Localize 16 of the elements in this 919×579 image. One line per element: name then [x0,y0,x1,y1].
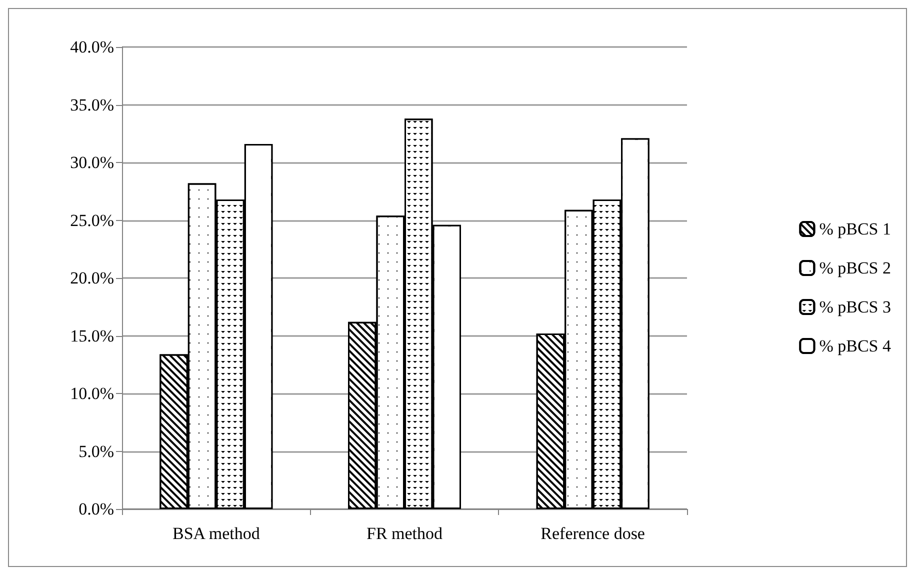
x-tick-label: FR method [366,524,444,543]
y-tick-label: 25.0% [70,210,114,230]
legend-label: % pBCS 1 [819,220,892,238]
legend-label: % pBCS 2 [819,258,892,278]
y-tick-label: 30.0% [70,153,114,172]
legend-label: % pBCS 4 [819,336,892,356]
legend-label: % pBCS 3 [819,298,892,316]
x-tick-label: Reference dose [540,524,645,543]
y-tick-label: 35.0% [70,95,114,114]
y-tick-label: 40.0% [70,38,114,56]
x-tick-label: BSA method [172,524,260,543]
y-tick-label: 0.0% [78,500,114,518]
y-tick-label: 10.0% [70,384,114,403]
y-tick-label: 20.0% [70,268,114,288]
y-tick-label: 5.0% [78,442,114,461]
y-tick-label: 15.0% [70,326,114,346]
